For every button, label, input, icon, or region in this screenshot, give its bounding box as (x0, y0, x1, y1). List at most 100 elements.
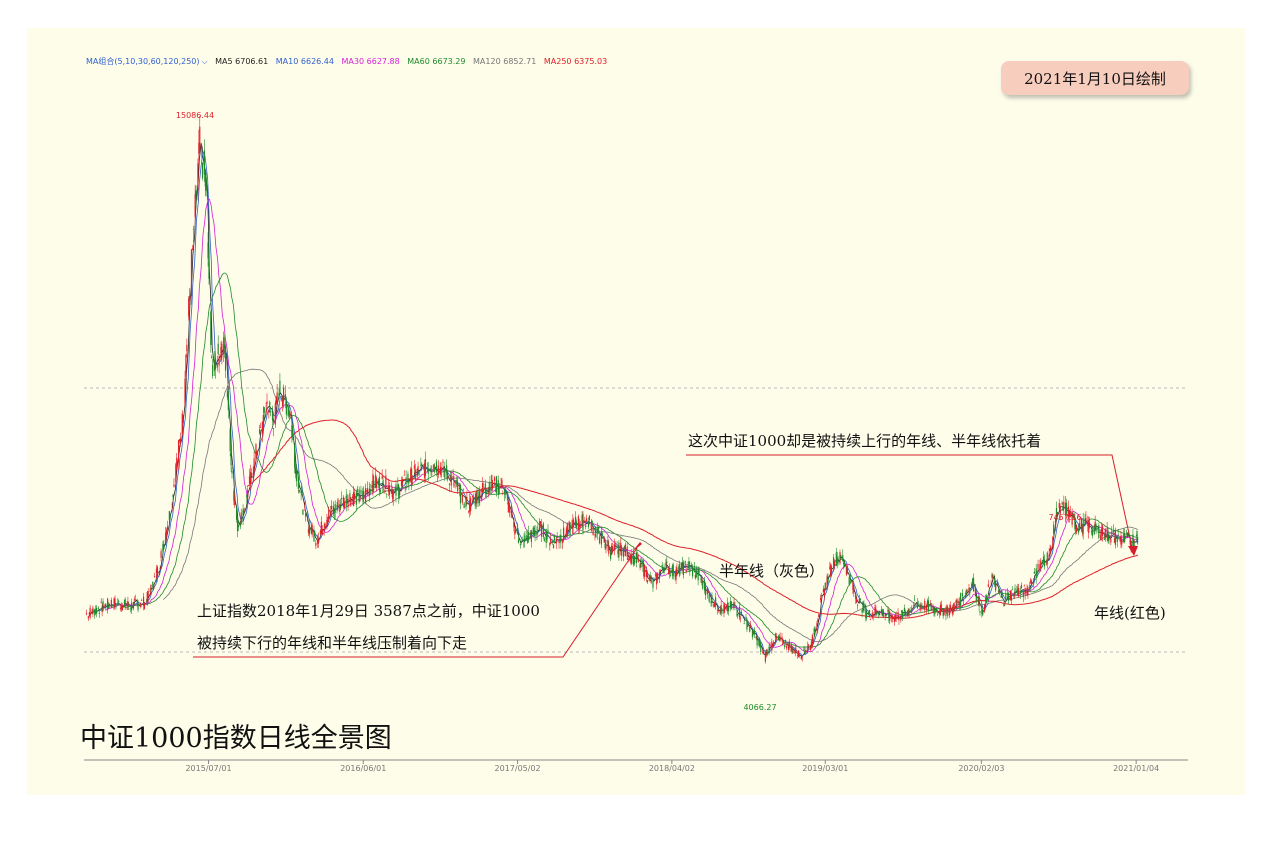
candlestick (624, 542, 626, 557)
candlestick (1039, 559, 1041, 570)
candlestick (404, 486, 406, 493)
candlestick (640, 557, 642, 568)
candlestick (476, 487, 478, 508)
candlestick (692, 564, 694, 579)
candlestick (108, 603, 111, 609)
candlestick (336, 502, 338, 514)
candlestick (811, 633, 813, 649)
candlestick (315, 540, 317, 550)
candlestick (448, 482, 451, 492)
candlestick (319, 528, 322, 536)
candlestick (849, 573, 851, 583)
candlestick (919, 602, 921, 613)
candlestick (578, 518, 580, 534)
candlestick (498, 482, 500, 495)
candlestick (521, 536, 523, 541)
candlestick (382, 476, 384, 494)
ma-group-selector[interactable]: MA组合(5,10,30,60,120,250) ⌵ (86, 57, 208, 66)
candlestick (822, 585, 825, 593)
candlestick (768, 644, 770, 656)
candlestick (519, 539, 521, 549)
candlestick (547, 524, 549, 534)
candlestick (711, 592, 713, 607)
candlestick (611, 542, 614, 554)
candlestick (629, 550, 631, 562)
candlestick (269, 400, 271, 413)
candlestick (671, 563, 673, 580)
candlestick (644, 564, 646, 581)
candlestick (966, 589, 968, 596)
candlestick (107, 597, 109, 614)
candlestick (701, 576, 703, 586)
candlestick (652, 578, 654, 592)
candlestick (855, 592, 857, 604)
candlestick (195, 185, 197, 207)
candlestick (181, 410, 183, 436)
candlestick (1106, 521, 1108, 542)
candlestick (740, 609, 743, 615)
candlestick (1068, 510, 1070, 523)
candlestick (300, 485, 302, 501)
candlestick (545, 528, 547, 548)
candlestick (542, 521, 544, 539)
candlestick (1036, 569, 1038, 578)
candlestick (479, 486, 481, 506)
candlestick (168, 510, 170, 525)
candlestick (575, 511, 577, 528)
candlestick (687, 561, 689, 571)
candlestick (1094, 515, 1096, 529)
candlestick (1004, 602, 1006, 606)
candlestick (520, 540, 522, 545)
candlestick (984, 603, 986, 613)
candlestick (801, 655, 803, 662)
candlestick (249, 464, 252, 491)
candlestick (573, 517, 575, 528)
candlestick (355, 490, 357, 510)
candlestick (952, 602, 954, 615)
candlestick (523, 533, 525, 549)
recent-high-label: 7457.16 (1048, 513, 1081, 522)
candlestick (394, 486, 396, 493)
candlestick (487, 487, 489, 498)
candlestick (373, 475, 375, 492)
candlestick (962, 598, 965, 606)
candlestick (969, 587, 971, 598)
candlestick (478, 488, 480, 507)
candlestick (510, 505, 512, 518)
candlestick (669, 571, 672, 577)
candlestick (358, 486, 360, 504)
candlestick (444, 461, 446, 482)
candlestick (453, 475, 455, 488)
candlestick (295, 463, 298, 487)
arrowhead-bottom (632, 542, 642, 552)
candlestick (1090, 527, 1093, 535)
candlestick (613, 538, 615, 556)
candlestick (1026, 584, 1028, 596)
candlestick (485, 490, 487, 499)
candlestick (764, 649, 766, 664)
candlestick (294, 442, 296, 474)
candlestick (791, 645, 793, 654)
candlestick (177, 439, 180, 471)
candlestick (92, 605, 94, 618)
candlestick (879, 610, 881, 616)
candlestick (320, 516, 322, 533)
candlestick (746, 618, 748, 632)
candlestick (253, 451, 255, 477)
candlestick (835, 547, 837, 567)
candlestick (769, 641, 771, 649)
candlestick (910, 607, 912, 613)
candlestick (790, 642, 792, 653)
candlestick (805, 646, 807, 654)
candlestick (111, 604, 113, 608)
candlestick (1097, 527, 1099, 533)
annotation-underline-bottom (193, 547, 638, 658)
candlestick (656, 572, 659, 583)
candlestick (376, 476, 378, 492)
candlestick (814, 626, 816, 636)
candlestick (553, 534, 556, 544)
candlestick (571, 519, 573, 529)
candlestick (779, 632, 781, 642)
candlestick (268, 409, 270, 419)
candlestick (598, 533, 601, 545)
